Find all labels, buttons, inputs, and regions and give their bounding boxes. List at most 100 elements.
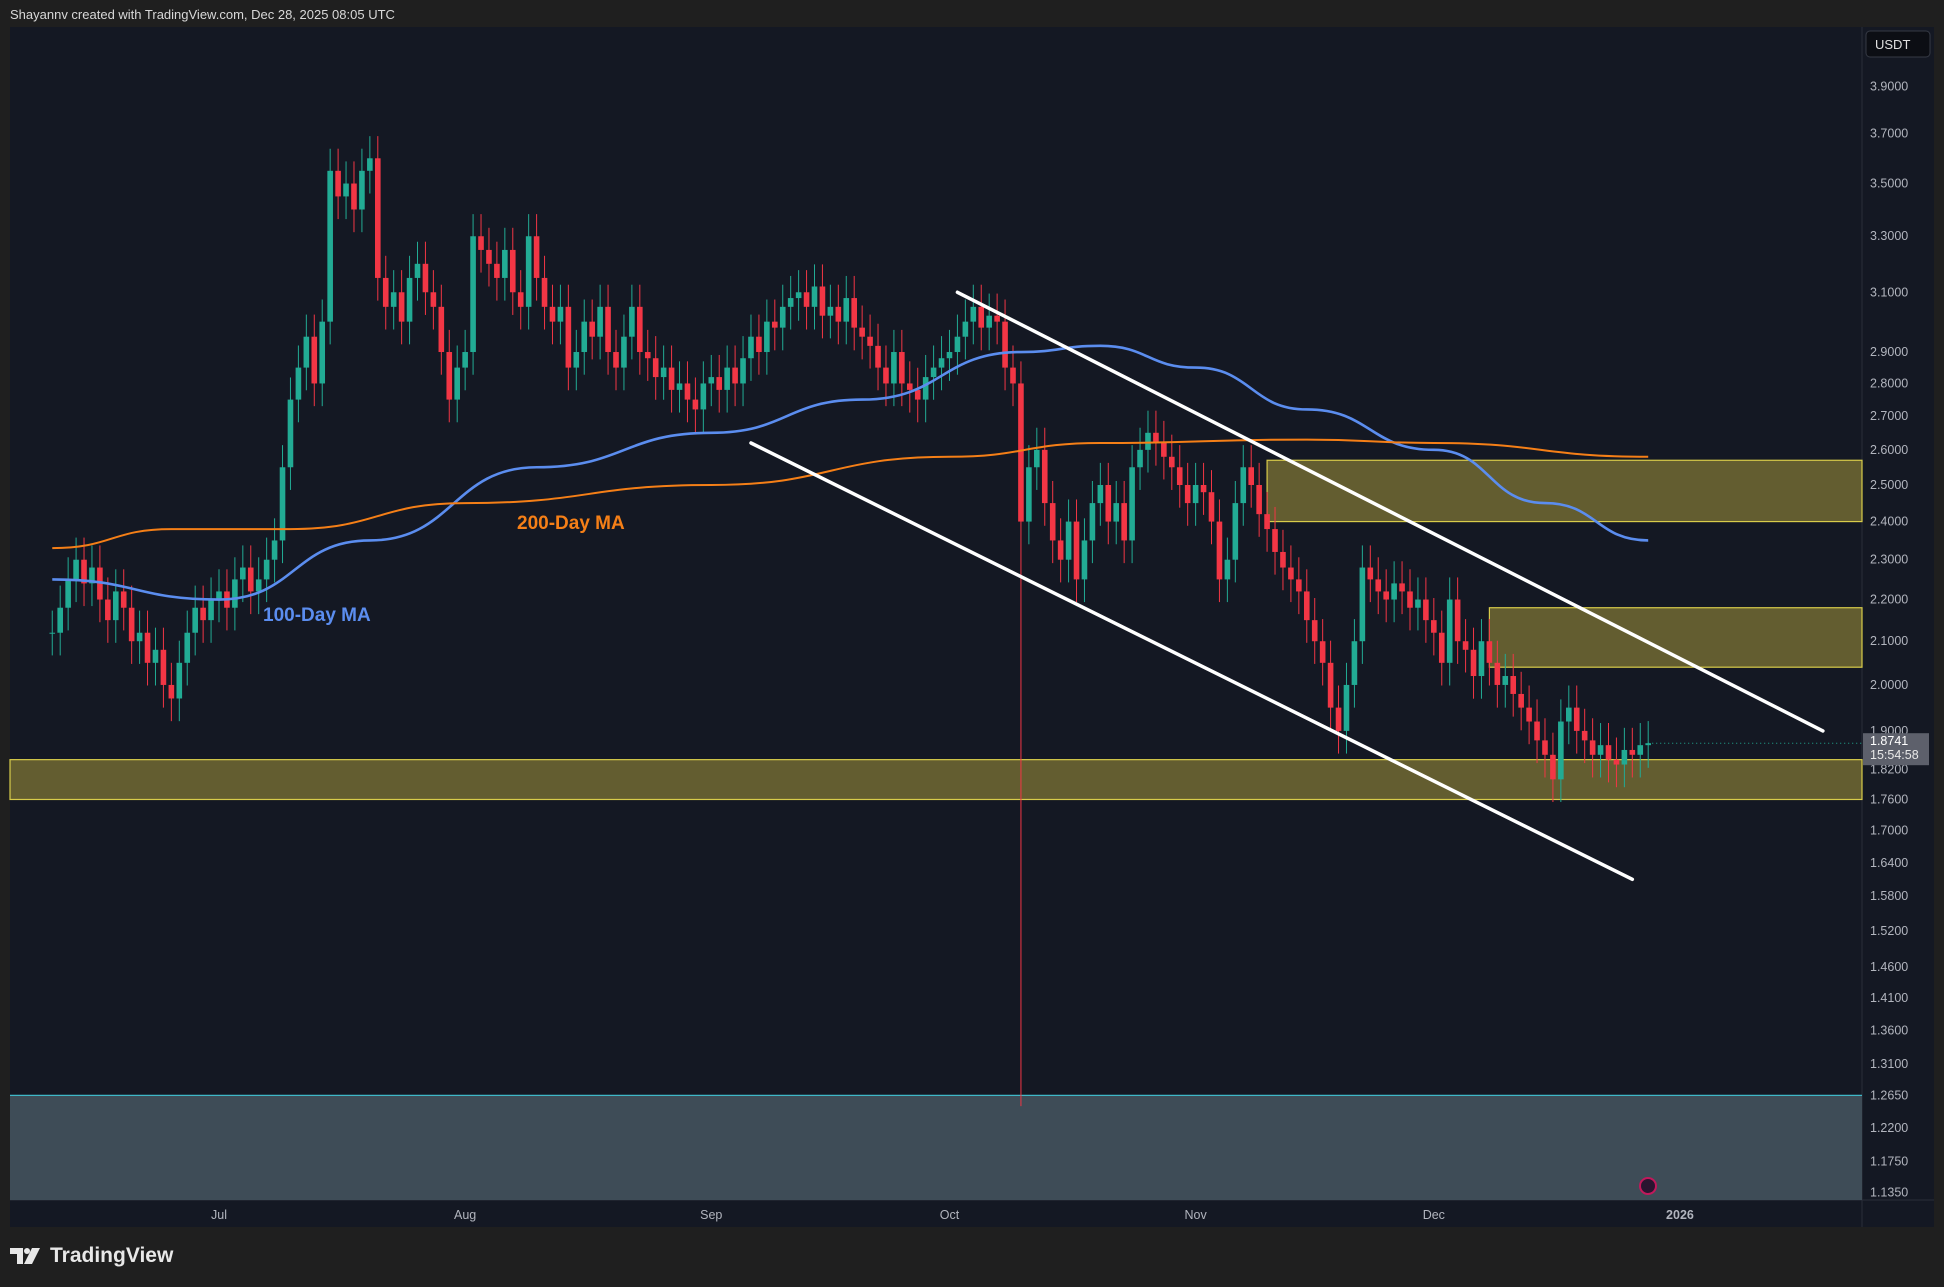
candle-body — [986, 315, 992, 328]
candle-body — [1351, 641, 1358, 685]
time-tick-label: Oct — [940, 1208, 960, 1222]
price-tick-label: 3.1000 — [1870, 285, 1908, 299]
candle-body — [1319, 641, 1326, 663]
candle-body — [351, 183, 357, 210]
candle-body — [120, 591, 127, 608]
candle-body — [589, 321, 595, 337]
tradingview-logo[interactable]: TradingView — [10, 1244, 173, 1268]
candle-body — [644, 352, 651, 359]
candle-body — [859, 327, 865, 337]
candle-body — [1192, 485, 1199, 504]
candle-body — [1184, 485, 1191, 504]
candle-body — [486, 249, 492, 264]
price-tick-label: 1.2200 — [1870, 1121, 1908, 1135]
candle-body — [247, 567, 254, 592]
price-tick-label: 1.5200 — [1870, 924, 1908, 938]
candle-body — [57, 607, 63, 633]
time-tick-label: Sep — [700, 1208, 722, 1222]
candle-body — [748, 336, 754, 359]
candle-body — [1145, 432, 1151, 450]
candle-body — [382, 277, 389, 307]
candle-body — [772, 321, 778, 328]
price-tick-label: 2.0000 — [1870, 678, 1908, 692]
candle-body — [438, 306, 445, 353]
candle-body — [1081, 540, 1088, 580]
candle-body — [1486, 641, 1493, 663]
candle-body — [446, 352, 453, 400]
candle-body — [1542, 740, 1548, 755]
price-tick-label: 1.4100 — [1870, 991, 1908, 1005]
candle-body — [803, 292, 810, 307]
price-tick-label: 1.3100 — [1870, 1057, 1908, 1071]
candle-body — [1327, 662, 1334, 708]
candle-body — [1113, 503, 1120, 522]
candle-body — [208, 599, 214, 621]
candle-body — [1089, 503, 1096, 541]
candle-body — [629, 306, 635, 337]
candle-body — [478, 236, 484, 250]
last-price-value: 1.8741 — [1870, 734, 1908, 748]
candle-body — [557, 306, 564, 322]
candle-body — [700, 383, 707, 410]
candle-body — [779, 306, 786, 328]
candle-body — [883, 367, 889, 384]
candle-body — [509, 249, 516, 293]
candle-body — [740, 358, 746, 384]
candle-body — [1343, 684, 1350, 731]
candle-body — [851, 298, 857, 328]
candle-body — [263, 559, 270, 580]
candle-body — [1431, 620, 1437, 633]
candle-body — [1065, 521, 1072, 560]
time-axis-background[interactable] — [10, 1200, 1862, 1227]
price-tick-label: 1.7600 — [1870, 792, 1908, 806]
candle-body — [232, 579, 238, 608]
price-axis-background[interactable] — [1862, 27, 1934, 1227]
candle-body — [160, 649, 167, 685]
candle-body — [470, 236, 476, 353]
price-tick-label: 1.1350 — [1870, 1186, 1908, 1200]
candle-body — [716, 377, 723, 390]
candle-body — [533, 236, 540, 278]
event-marker-icon[interactable] — [1639, 1177, 1657, 1195]
currency-badge[interactable] — [1865, 30, 1931, 58]
price-tick-label: 3.5000 — [1870, 177, 1908, 191]
candle-body — [1454, 599, 1461, 642]
candle-body — [502, 249, 508, 278]
candle-body — [637, 306, 643, 353]
price-tick-label: 2.1000 — [1870, 634, 1908, 648]
candle-body — [144, 632, 151, 663]
price-tick-label: 1.6400 — [1870, 856, 1908, 870]
candle-body — [843, 298, 850, 322]
candle-body — [335, 170, 341, 197]
price-tick-label: 2.8000 — [1870, 376, 1908, 390]
candle-body — [1613, 759, 1620, 765]
candle-body — [1597, 745, 1604, 755]
candle-body — [1169, 456, 1175, 468]
ma100-label: 100-Day MA — [263, 605, 371, 626]
candle-body — [1494, 662, 1501, 685]
candle-body — [1566, 707, 1572, 722]
candle-body — [732, 367, 738, 384]
candle-body — [1526, 707, 1532, 722]
candle-body — [1002, 321, 1008, 368]
candle-body — [287, 399, 294, 468]
candle-body — [1415, 599, 1421, 608]
candle-body — [1605, 745, 1612, 760]
price-tick-label: 1.5800 — [1870, 889, 1908, 903]
price-tick-label: 1.8200 — [1870, 762, 1908, 776]
price-tick-label: 2.6000 — [1870, 443, 1908, 457]
candle-body — [1049, 503, 1056, 541]
candle-body — [1018, 383, 1024, 522]
time-tick-label: Jul — [211, 1208, 227, 1222]
candle-body — [1446, 599, 1453, 663]
candle-body — [962, 321, 969, 337]
candle-body — [668, 367, 675, 390]
candle-body — [1391, 583, 1397, 600]
time-tick-label: 2026 — [1666, 1208, 1694, 1222]
candle-body — [430, 292, 437, 307]
candle-body — [73, 559, 79, 580]
candle-body — [1153, 432, 1159, 443]
candle-body — [454, 367, 460, 400]
candle-body — [1034, 449, 1040, 468]
